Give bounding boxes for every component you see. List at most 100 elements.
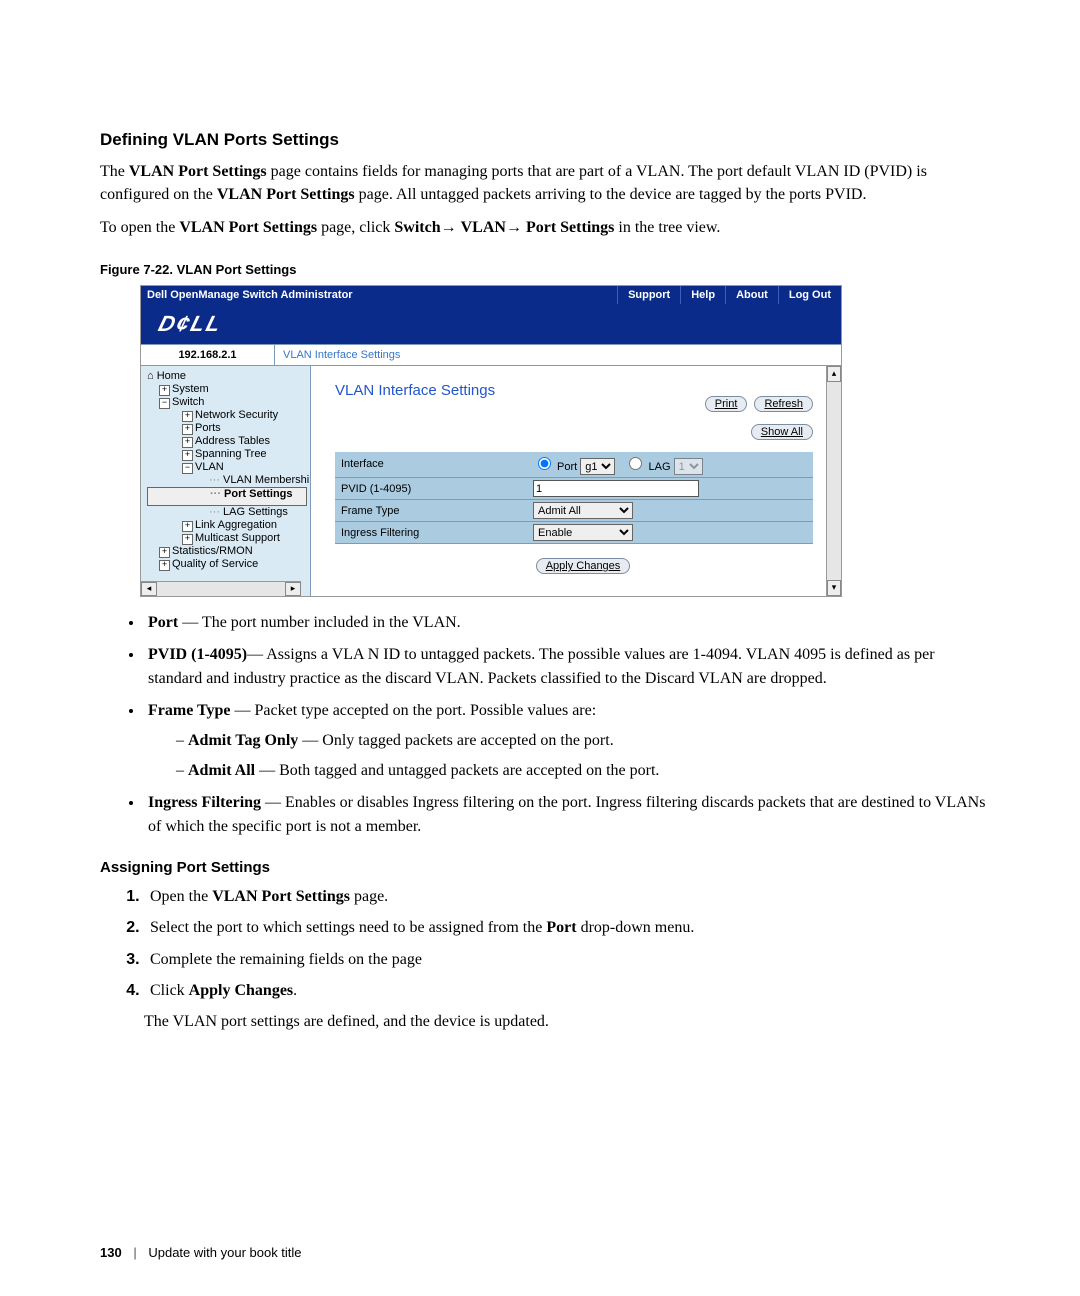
expand-icon[interactable]: −: [182, 463, 193, 474]
page: Defining VLAN Ports Settings The VLAN Po…: [0, 0, 1080, 1296]
link-help[interactable]: Help: [680, 286, 725, 304]
form-label: Frame Type: [335, 500, 527, 522]
form-row: Frame Type Admit All: [335, 500, 813, 522]
page-number: 130: [100, 1245, 122, 1260]
tree-item[interactable]: +Spanning Tree: [147, 448, 307, 461]
section-heading: Defining VLAN Ports Settings: [100, 130, 990, 150]
tree-item[interactable]: −VLAN: [147, 461, 307, 474]
figure-caption: Figure 7-22. VLAN Port Settings: [100, 262, 990, 277]
link-logout[interactable]: Log Out: [778, 286, 841, 304]
expand-icon[interactable]: +: [159, 547, 170, 558]
tree-item[interactable]: −Switch: [147, 396, 307, 409]
tree-hscroll[interactable]: ◂ ▸: [141, 581, 301, 596]
tree-item[interactable]: +Statistics/RMON: [147, 545, 307, 558]
showall-button[interactable]: Show All: [751, 424, 813, 440]
action-buttons-2: Show All: [747, 424, 813, 440]
footer-text: Update with your book title: [148, 1245, 301, 1260]
expand-icon[interactable]: +: [182, 450, 193, 461]
bullet-item: Port — The port number included in the V…: [144, 611, 990, 635]
tree-item[interactable]: ⌂ Home: [147, 370, 307, 383]
nav-tree[interactable]: ⌂ Home+System−Switch+Network Security+Po…: [141, 366, 311, 596]
intro-paragraph-1: The VLAN Port Settings page contains fie…: [100, 160, 990, 206]
scroll-track[interactable]: [157, 582, 285, 596]
form-value: Enable: [527, 522, 813, 544]
form-row: Interface Port g1 LAG 1: [335, 451, 813, 478]
t: page, click: [317, 219, 394, 236]
apply-changes-button[interactable]: Apply Changes: [536, 558, 631, 574]
tree-item[interactable]: +Network Security: [147, 409, 307, 422]
tree-item[interactable]: +System: [147, 383, 307, 396]
dell-logo: D¢LL: [156, 311, 226, 337]
bullet-item: Ingress Filtering — Enables or disables …: [144, 791, 990, 839]
tree-label: VLAN Membership: [223, 474, 311, 486]
scroll-down-icon[interactable]: ▾: [827, 580, 841, 596]
port-radio[interactable]: Port: [533, 461, 580, 473]
result-line: The VLAN port settings are defined, and …: [144, 1010, 990, 1033]
tree-label: Switch: [172, 396, 204, 408]
tree-label: System: [172, 383, 209, 395]
content-vscroll[interactable]: ▴ ▾: [826, 366, 841, 596]
step-item: Open the VLAN Port Settings page.: [144, 884, 990, 910]
t: VLAN: [461, 219, 506, 236]
expand-icon[interactable]: +: [159, 560, 170, 571]
step-item: Complete the remaining fields on the pag…: [144, 947, 990, 973]
scroll-right-icon[interactable]: ▸: [285, 582, 301, 596]
expand-icon[interactable]: +: [182, 411, 193, 422]
device-ip: 192.168.2.1: [141, 345, 275, 365]
footer-sep: |: [125, 1245, 144, 1260]
scroll-up-icon[interactable]: ▴: [827, 366, 841, 382]
lag-radio[interactable]: LAG: [624, 461, 673, 473]
tree-label: Spanning Tree: [195, 448, 267, 460]
tree-item[interactable]: +Ports: [147, 422, 307, 435]
tree-label: VLAN: [195, 461, 224, 473]
tree-item[interactable]: +Link Aggregation: [147, 519, 307, 532]
tree-label: ⌂ Home: [147, 370, 186, 382]
tree-item[interactable]: +Multicast Support: [147, 532, 307, 545]
t: The: [100, 163, 129, 180]
print-button[interactable]: Print: [705, 396, 748, 412]
window-title: Dell OpenManage Switch Administrator: [141, 289, 617, 301]
lag-select[interactable]: 1: [674, 458, 703, 475]
step-item: Select the port to which settings need t…: [144, 915, 990, 941]
t: in the tree view.: [614, 219, 720, 236]
form-label: Interface: [335, 451, 527, 478]
t: VLAN Port Settings: [179, 219, 317, 236]
bullet-item: Frame Type — Packet type accepted on the…: [144, 699, 990, 783]
window-titlebar: Dell OpenManage Switch Administrator Sup…: [141, 286, 841, 304]
bullet-item: PVID (1-4095)— Assigns a VLA N ID to unt…: [144, 643, 990, 691]
step-item: Click Apply Changes.: [144, 978, 990, 1004]
tree-branch-icon: ···: [209, 474, 223, 486]
tree-item[interactable]: +Quality of Service: [147, 558, 307, 571]
expand-icon[interactable]: +: [159, 385, 170, 396]
dropdown[interactable]: Admit All: [533, 502, 633, 519]
expand-icon[interactable]: +: [182, 424, 193, 435]
pvid-input[interactable]: [533, 480, 699, 497]
expand-icon[interactable]: +: [182, 534, 193, 545]
refresh-button[interactable]: Refresh: [754, 396, 813, 412]
dropdown[interactable]: Enable: [533, 524, 633, 541]
expand-icon[interactable]: +: [182, 521, 193, 532]
tree-item[interactable]: +Address Tables: [147, 435, 307, 448]
main-row: ⌂ Home+System−Switch+Network Security+Po…: [141, 366, 841, 596]
port-select[interactable]: g1: [580, 458, 615, 475]
t: →: [441, 219, 461, 236]
expand-icon[interactable]: −: [159, 398, 170, 409]
tree-branch-icon: ···: [209, 506, 223, 518]
scroll-track[interactable]: [827, 382, 841, 580]
tree-label: Link Aggregation: [195, 519, 277, 531]
expand-icon[interactable]: +: [182, 437, 193, 448]
tree-label: Address Tables: [195, 435, 270, 447]
t: Port Settings: [526, 219, 614, 236]
tree-item[interactable]: ··· VLAN Membership: [147, 474, 307, 487]
form-value: [527, 478, 813, 500]
link-support[interactable]: Support: [617, 286, 680, 304]
scroll-left-icon[interactable]: ◂: [141, 582, 157, 596]
link-about[interactable]: About: [725, 286, 778, 304]
tree-label: Multicast Support: [195, 532, 280, 544]
logo-bar: D¢LL: [141, 304, 841, 344]
tree-item[interactable]: ··· Port Settings: [147, 487, 307, 506]
tree-item[interactable]: ··· LAG Settings: [147, 506, 307, 519]
breadcrumb: VLAN Interface Settings: [275, 345, 408, 365]
form-row: PVID (1-4095): [335, 478, 813, 500]
page-footer: 130 | Update with your book title: [100, 1245, 302, 1260]
